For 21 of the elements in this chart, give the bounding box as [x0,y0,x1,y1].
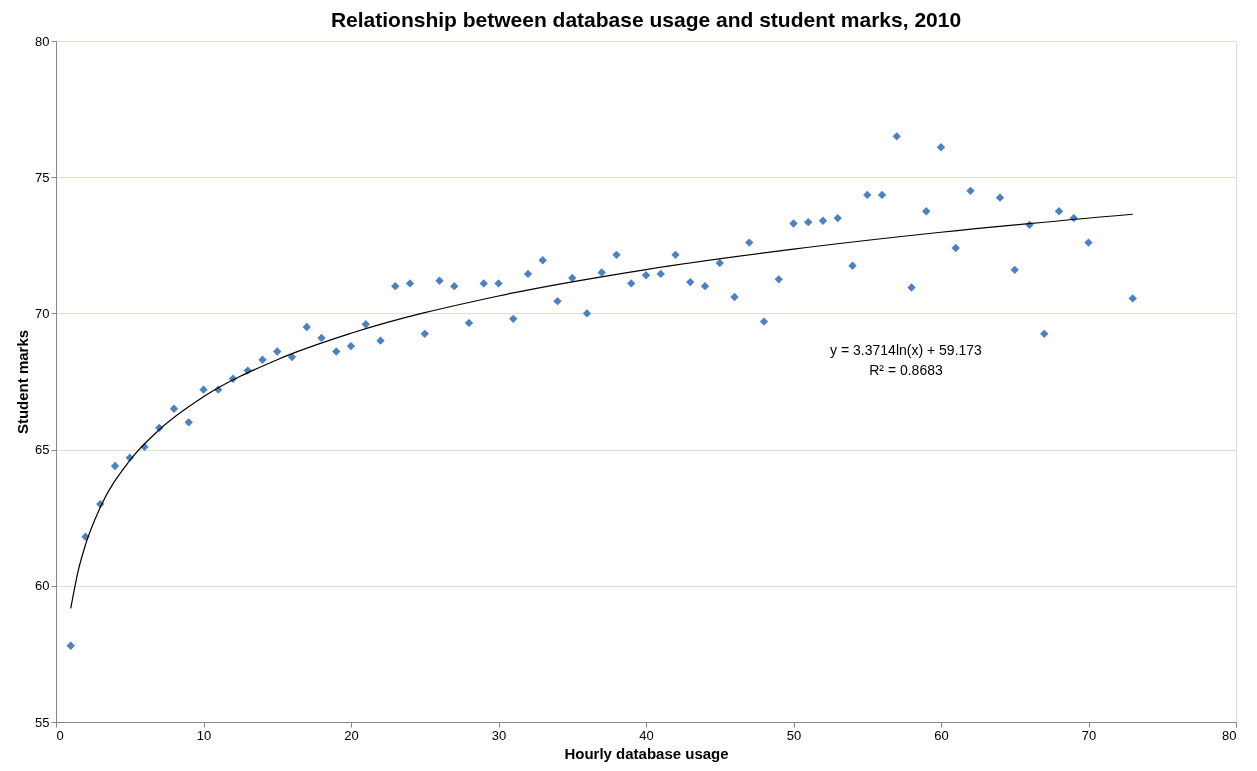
x-tick-label: 10 [196,727,212,743]
x-tick-label: 70 [1081,727,1097,743]
annotation: R² = 0.8683 [869,362,943,378]
x-tick-label: 40 [639,727,654,743]
x-tick-label: 50 [786,727,802,743]
y-axis-title: Student marks [14,329,32,435]
y-tick-label: 55 [35,714,50,730]
x-tick-label: 30 [491,727,507,743]
x-tick-label: 0 [56,727,64,743]
y-tick-label: 60 [35,578,50,594]
x-tick-label: 80 [1222,727,1237,743]
y-tick-label: 70 [35,305,50,321]
annotation: y = 3.3714ln(x) + 59.173 [830,342,983,358]
x-tick-label: 20 [344,727,359,743]
chart-title: Relationship between database usage and student marks, 2010 [330,8,962,31]
x-axis-title: Hourly database usage [564,744,729,762]
x-tick-label: 60 [934,727,949,743]
line-series [70,213,1134,610]
y-tick-label: 75 [35,169,50,185]
y-tick-label: 65 [35,442,50,458]
y-tick-label: 80 [35,33,50,49]
